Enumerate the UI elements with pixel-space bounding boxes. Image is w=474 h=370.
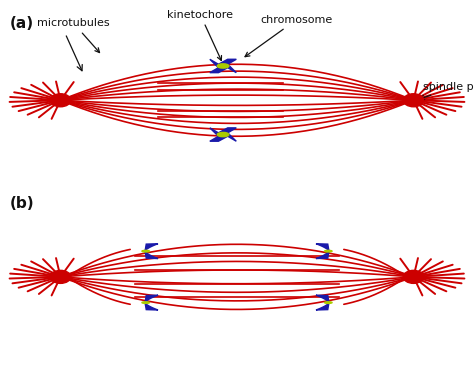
Polygon shape [145, 295, 158, 302]
Polygon shape [145, 244, 158, 250]
Text: (b): (b) [9, 196, 34, 211]
Text: (a): (a) [9, 16, 34, 31]
Polygon shape [316, 252, 329, 259]
Polygon shape [316, 303, 329, 310]
Polygon shape [210, 128, 237, 141]
Ellipse shape [142, 302, 149, 303]
Ellipse shape [325, 250, 332, 252]
Text: microtubules: microtubules [37, 18, 110, 53]
Polygon shape [316, 295, 329, 302]
Ellipse shape [403, 270, 424, 283]
Ellipse shape [325, 302, 332, 303]
Ellipse shape [50, 270, 71, 283]
Text: chromosome: chromosome [245, 15, 332, 57]
Text: kinetochore: kinetochore [167, 10, 233, 60]
Polygon shape [145, 303, 158, 310]
Ellipse shape [50, 94, 71, 107]
Polygon shape [145, 252, 158, 259]
Ellipse shape [217, 64, 229, 68]
Ellipse shape [142, 250, 149, 252]
Polygon shape [210, 59, 237, 73]
Ellipse shape [403, 94, 424, 107]
Polygon shape [316, 244, 329, 250]
Ellipse shape [217, 132, 229, 137]
Text: spindle pole: spindle pole [420, 81, 474, 100]
